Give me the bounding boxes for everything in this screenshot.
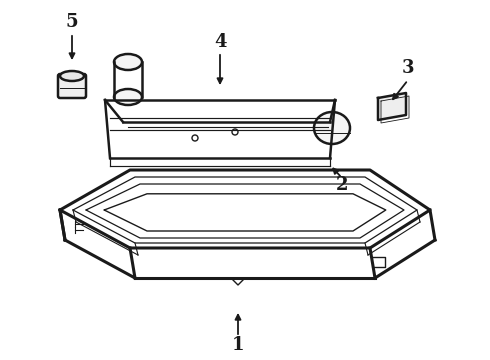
Text: 1: 1 xyxy=(232,336,244,354)
Circle shape xyxy=(192,135,198,141)
Circle shape xyxy=(232,129,238,135)
Ellipse shape xyxy=(114,54,142,70)
Text: 3: 3 xyxy=(402,59,414,77)
Text: 2: 2 xyxy=(336,176,348,194)
FancyBboxPatch shape xyxy=(58,74,86,98)
Text: 5: 5 xyxy=(66,13,78,31)
Ellipse shape xyxy=(60,71,84,81)
Ellipse shape xyxy=(314,112,350,144)
Polygon shape xyxy=(378,93,406,120)
Text: 4: 4 xyxy=(214,33,226,51)
Ellipse shape xyxy=(114,89,142,105)
